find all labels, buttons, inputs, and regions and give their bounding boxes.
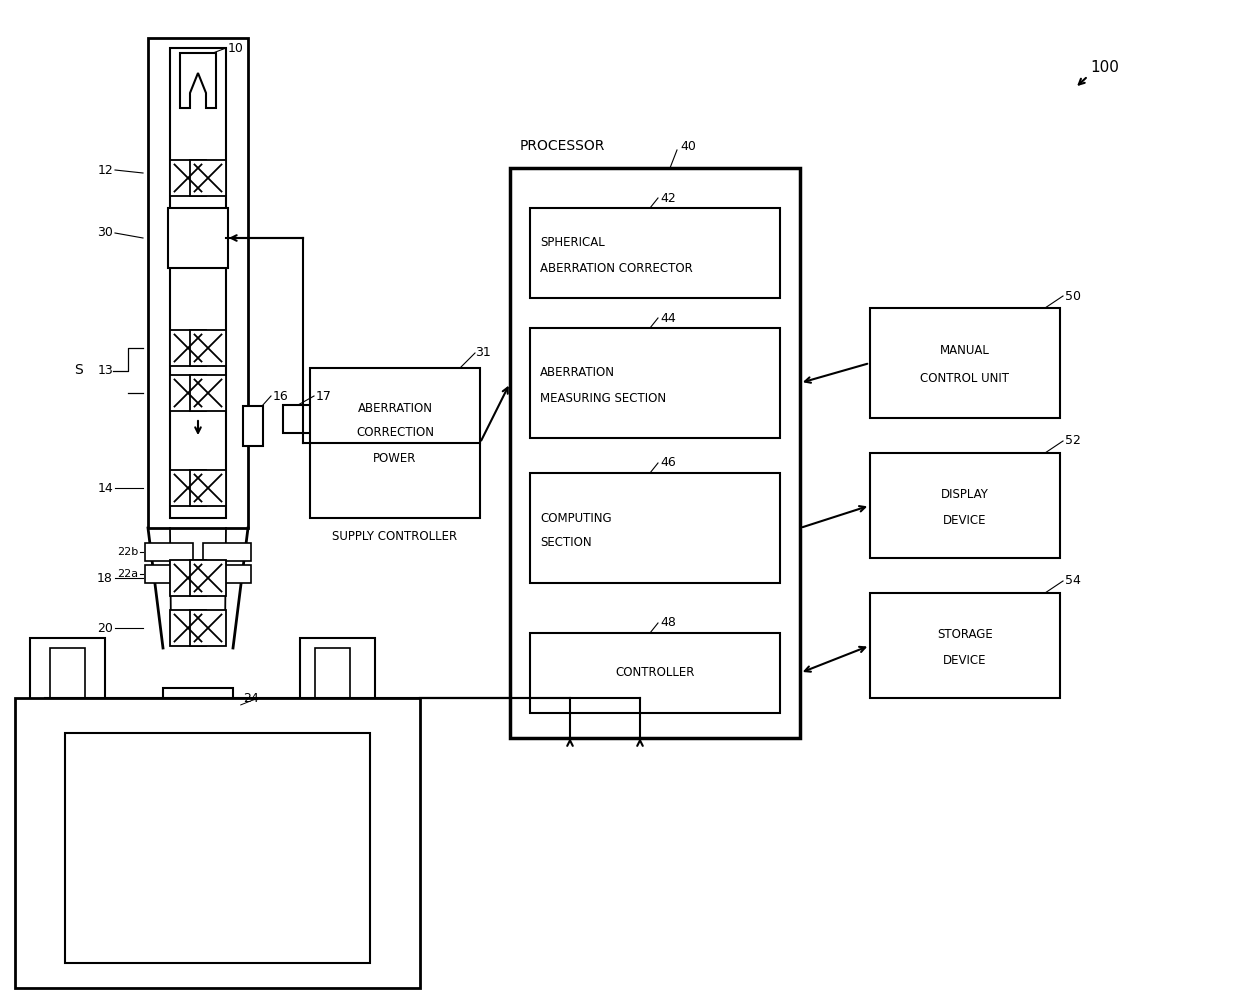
Bar bbox=[64, 733, 370, 963]
Polygon shape bbox=[180, 53, 216, 108]
Bar bbox=[190, 375, 226, 411]
Bar bbox=[529, 208, 780, 298]
Text: MEASURING SECTION: MEASURING SECTION bbox=[539, 391, 666, 404]
Bar bbox=[170, 375, 206, 411]
Bar bbox=[310, 368, 480, 518]
Text: ABERRATION CORRECTOR: ABERRATION CORRECTOR bbox=[539, 261, 693, 274]
Bar bbox=[190, 470, 226, 506]
Bar bbox=[529, 633, 780, 713]
Bar bbox=[30, 638, 105, 728]
Text: DEVICE: DEVICE bbox=[944, 654, 987, 667]
Bar bbox=[190, 560, 226, 596]
Bar bbox=[190, 330, 226, 366]
Text: 100: 100 bbox=[1090, 60, 1118, 76]
Text: 18: 18 bbox=[97, 572, 113, 585]
Text: CORRECTION: CORRECTION bbox=[356, 426, 434, 439]
Bar bbox=[529, 328, 780, 438]
Text: STORAGE: STORAGE bbox=[937, 629, 993, 641]
Text: 50: 50 bbox=[1065, 289, 1081, 302]
Text: 16: 16 bbox=[273, 389, 289, 402]
Text: 17: 17 bbox=[316, 389, 332, 402]
Bar bbox=[190, 160, 226, 196]
Bar bbox=[203, 543, 250, 561]
Bar bbox=[145, 543, 193, 561]
Bar bbox=[203, 565, 250, 583]
Bar bbox=[870, 308, 1060, 418]
Text: 48: 48 bbox=[660, 617, 676, 630]
Text: 12: 12 bbox=[97, 163, 113, 176]
Bar bbox=[190, 610, 226, 646]
Text: 14: 14 bbox=[97, 482, 113, 495]
Bar bbox=[170, 48, 226, 518]
Text: 30: 30 bbox=[97, 227, 113, 240]
Bar bbox=[529, 473, 780, 583]
Bar bbox=[870, 453, 1060, 558]
Text: SUPPLY CONTROLLER: SUPPLY CONTROLLER bbox=[332, 529, 458, 542]
Text: 20: 20 bbox=[97, 622, 113, 634]
Text: MANUAL: MANUAL bbox=[940, 344, 990, 357]
Text: 44: 44 bbox=[660, 311, 676, 325]
Text: SECTION: SECTION bbox=[539, 536, 591, 549]
Bar bbox=[162, 688, 233, 723]
Bar bbox=[315, 648, 350, 718]
Bar bbox=[243, 406, 263, 446]
Text: POWER: POWER bbox=[373, 452, 417, 465]
Text: DISPLAY: DISPLAY bbox=[941, 489, 990, 502]
Bar bbox=[148, 38, 248, 528]
Text: PROCESSOR: PROCESSOR bbox=[520, 139, 605, 153]
Text: 13: 13 bbox=[97, 364, 113, 377]
Text: 10: 10 bbox=[228, 41, 244, 54]
Bar bbox=[167, 208, 228, 268]
Text: 46: 46 bbox=[660, 457, 676, 470]
Text: 22b: 22b bbox=[117, 547, 138, 557]
Text: CONTROL UNIT: CONTROL UNIT bbox=[920, 372, 1009, 384]
Text: 31: 31 bbox=[475, 347, 491, 360]
Bar bbox=[170, 610, 206, 646]
Text: 22a: 22a bbox=[117, 569, 138, 579]
Bar bbox=[170, 470, 206, 506]
Text: DEVICE: DEVICE bbox=[944, 514, 987, 527]
Bar bbox=[510, 168, 800, 738]
Text: 42: 42 bbox=[660, 192, 676, 205]
Bar bbox=[145, 565, 193, 583]
Text: SPHERICAL: SPHERICAL bbox=[539, 237, 605, 250]
Text: S: S bbox=[74, 364, 83, 378]
Bar bbox=[170, 160, 206, 196]
Text: 54: 54 bbox=[1065, 575, 1081, 588]
Text: CONTROLLER: CONTROLLER bbox=[615, 666, 694, 679]
Text: 52: 52 bbox=[1065, 434, 1081, 448]
Bar bbox=[300, 638, 374, 728]
Bar bbox=[15, 698, 420, 988]
Bar bbox=[870, 593, 1060, 698]
Text: 24: 24 bbox=[243, 691, 259, 705]
Bar bbox=[283, 405, 312, 433]
Text: ABERRATION: ABERRATION bbox=[357, 401, 433, 414]
Bar bbox=[50, 648, 86, 718]
Bar bbox=[170, 330, 206, 366]
Text: ABERRATION: ABERRATION bbox=[539, 367, 615, 379]
Bar bbox=[170, 560, 206, 596]
Text: COMPUTING: COMPUTING bbox=[539, 511, 611, 524]
Text: 40: 40 bbox=[680, 139, 696, 152]
